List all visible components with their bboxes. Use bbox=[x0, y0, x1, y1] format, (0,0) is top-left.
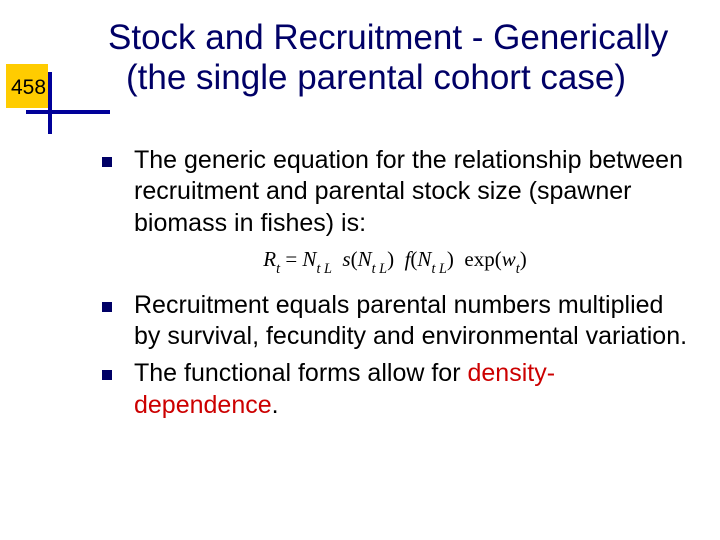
equation: Rt = Nt L s(Nt L) f(Nt L) exp(wt) bbox=[100, 247, 690, 276]
equation-content: Rt = Nt L s(Nt L) f(Nt L) exp(wt) bbox=[263, 247, 526, 276]
title-line-1: Stock and Recruitment - Generically bbox=[108, 18, 668, 57]
bullet-text: The functional forms allow for density-d… bbox=[134, 358, 690, 421]
bullet-item: The functional forms allow for density-d… bbox=[100, 358, 690, 421]
accent-line-horizontal bbox=[26, 110, 110, 114]
slide-body: The generic equation for the relationshi… bbox=[100, 145, 690, 427]
bullet-item: The generic equation for the relationshi… bbox=[100, 145, 690, 239]
bullet-text: Recruitment equals parental numbers mult… bbox=[134, 290, 690, 353]
bullet-item: Recruitment equals parental numbers mult… bbox=[100, 290, 690, 353]
bullet-marker-icon bbox=[102, 370, 112, 380]
page-number: 458 bbox=[11, 76, 46, 100]
bullet-marker-icon bbox=[102, 157, 112, 167]
bullet-marker-icon bbox=[102, 302, 112, 312]
accent-line-vertical bbox=[48, 72, 52, 134]
title-line-2: (the single parental cohort case) bbox=[108, 58, 626, 97]
slide-title: Stock and Recruitment - Generically (the… bbox=[108, 18, 708, 99]
bullet-text: The generic equation for the relationshi… bbox=[134, 145, 690, 239]
